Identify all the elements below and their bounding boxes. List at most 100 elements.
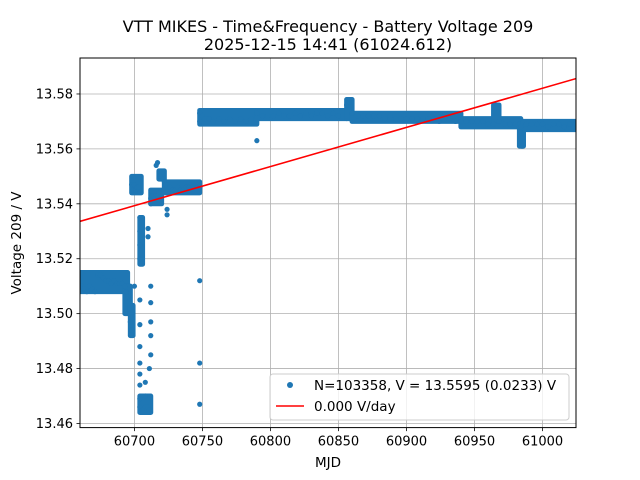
data-point [556,121,562,127]
data-point [501,121,508,127]
y-tick-label: 13.56 [36,142,73,157]
legend-box [269,373,570,421]
data-point [567,121,573,127]
data-point [163,181,169,188]
data-point [409,116,415,122]
chart-title: VTT MIKES - Time&Frequency - Battery Vol… [123,17,534,36]
data-point [237,116,244,122]
data-point [146,365,152,372]
data-point [330,110,336,116]
data-point [148,319,154,325]
data-point [137,242,143,248]
data-point [254,110,260,116]
data-point [84,289,90,295]
data-point [354,113,361,119]
data-point [335,113,342,119]
data-point-cluster [458,116,524,130]
data-point [292,110,298,116]
data-point [496,118,502,125]
data-point [259,113,265,119]
legend-label-points: N=103358, V = 13.5595 (0.0233) V [314,378,557,394]
y-tick-label: 13.48 [36,362,73,377]
data-point [148,201,154,207]
data-point [490,121,497,127]
data-point [572,121,576,127]
data-point [403,116,410,122]
data-point [127,319,133,325]
data-point [123,289,129,295]
data-point [146,407,152,413]
data-point [387,113,393,119]
y-tick-label: 13.54 [36,197,73,212]
data-point [349,110,355,116]
data-point [137,322,143,328]
x-tick-label: 60700 [114,435,155,450]
data-point [561,124,567,130]
data-point [281,113,287,119]
data-point [221,118,227,125]
data-point [319,110,325,116]
data-point [360,113,366,119]
x-tick-label: 61000 [522,435,563,450]
data-point [523,121,529,127]
data-point [137,343,143,350]
data-point [142,393,148,399]
data-point [137,382,143,388]
data-point [463,118,469,125]
data-point [371,113,377,119]
data-point [420,116,426,122]
data-point [227,116,233,122]
data-point [469,118,475,125]
data-point [232,118,238,125]
data-point [210,118,216,125]
data-point [145,234,151,240]
data-point [452,118,459,125]
data-point [297,113,303,119]
data-point [243,118,249,125]
x-tick-label: 60800 [250,435,291,450]
data-point [534,121,540,127]
data-point [92,289,98,295]
data-point [254,138,260,144]
data-point [137,214,143,221]
y-tick-label: 13.58 [36,87,73,102]
x-tick-label: 60750 [182,435,223,450]
data-point [197,401,203,407]
y-tick-label: 13.46 [36,417,73,432]
data-point [512,121,518,127]
data-point [529,121,535,127]
data-point [122,283,128,289]
x-tick-label: 60950 [454,435,495,450]
data-point [539,121,546,127]
data-point [137,228,143,234]
data-point [518,129,524,136]
data-point [545,124,551,130]
x-tick-label: 60850 [318,435,359,450]
data-point [156,190,162,196]
data-point [148,283,154,289]
trend-line [80,77,576,223]
data-point [137,396,143,402]
data-point [303,110,309,116]
data-point [125,294,131,300]
data-point [216,116,222,122]
data-point [474,118,480,125]
data-point [137,256,143,262]
data-point-cluster [491,102,502,124]
data-layer [80,77,576,415]
plot-frame [79,57,577,429]
data-point [154,160,161,166]
y-axis-label: Voltage 209 / V [9,191,25,295]
data-point [137,360,143,366]
data-point [519,143,525,149]
data-point [206,116,212,122]
data-point [131,283,138,289]
data-point [248,116,255,122]
data-point [164,212,170,218]
data-point-cluster [137,215,146,267]
data-point [137,297,143,303]
data-point [308,113,314,119]
data-point [485,121,491,127]
data-point [142,379,148,385]
